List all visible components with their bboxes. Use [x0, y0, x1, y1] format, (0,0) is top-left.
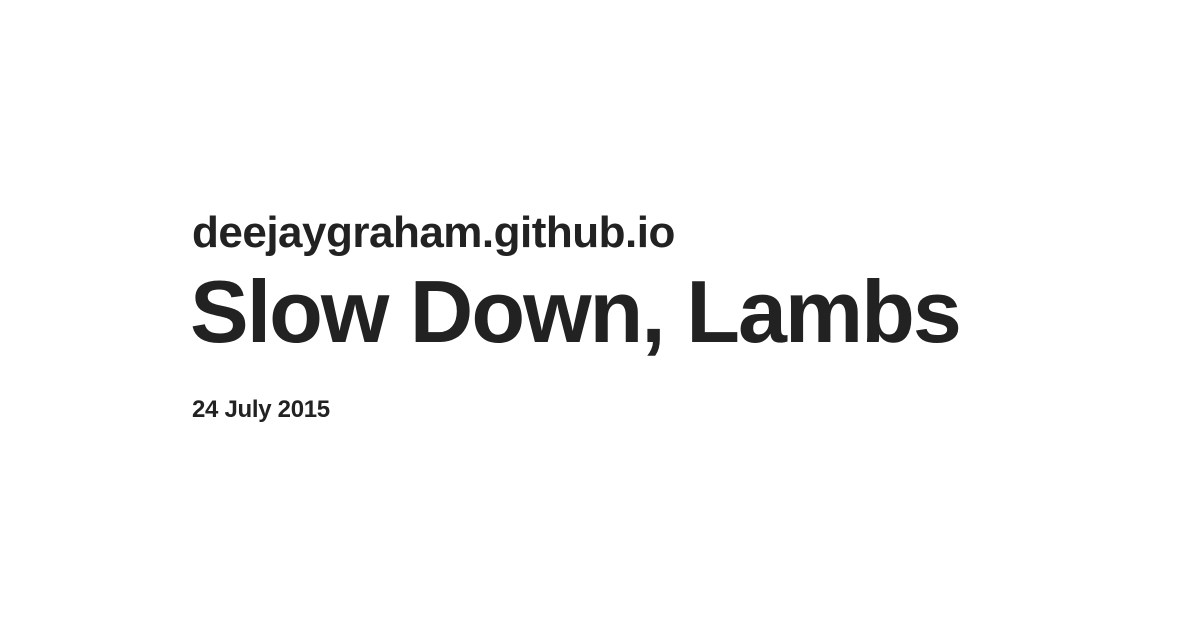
post-date: 24 July 2015	[192, 396, 330, 423]
post-title: Slow Down, Lambs	[190, 262, 962, 361]
site-name: deejaygraham.github.io	[192, 208, 675, 257]
